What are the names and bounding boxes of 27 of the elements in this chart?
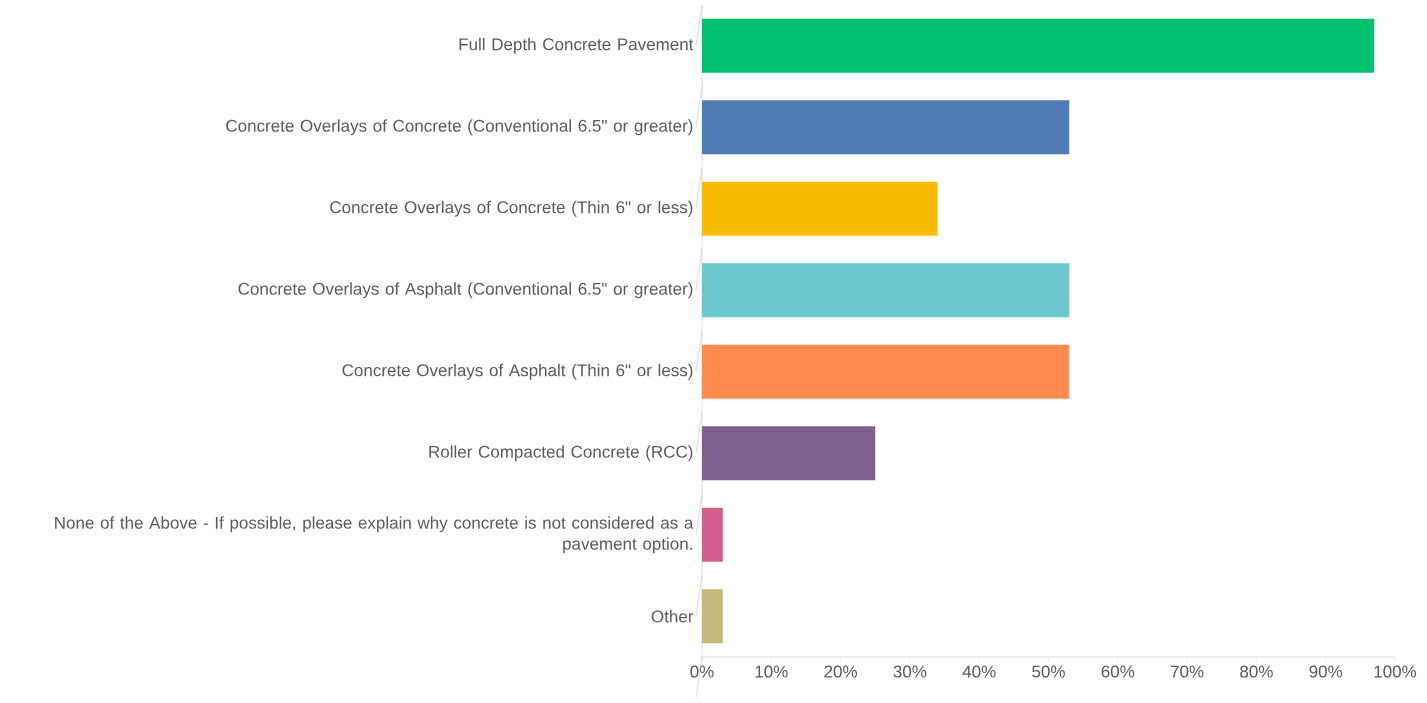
y-tick-label: Concrete Overlays of Concrete (Conventional 6.5" or greater)	[226, 119, 693, 136]
y-tick-label: Roller Compacted Concrete (RCC)	[429, 445, 693, 462]
x-tick-label: 90%	[1309, 665, 1343, 678]
x-tick-label: 100%	[1374, 665, 1417, 678]
bar	[702, 18, 1375, 73]
x-tick-label: 50%	[1032, 665, 1065, 678]
bar	[702, 344, 1070, 399]
x-tick-label: 60%	[1101, 665, 1135, 678]
y-tick-label: None of the Above - If possible, please explain why concrete is not considered as a pavement option.	[55, 516, 694, 554]
x-tick-label: 0%	[690, 665, 714, 678]
bar	[702, 181, 938, 236]
y-tick-label: Other	[651, 610, 694, 623]
bar	[702, 263, 1070, 318]
x-tick-label: 10%	[755, 665, 788, 678]
y-tick-label: Concrete Overlays of Concrete (Thin 6" or less)	[330, 200, 693, 217]
x-tick-label: 80%	[1240, 665, 1273, 678]
bar	[702, 100, 1070, 155]
x-tick-label: 30%	[893, 665, 927, 678]
x-tick-label: 40%	[962, 665, 996, 678]
bar	[702, 589, 723, 644]
bar	[702, 507, 723, 562]
x-tick-label: 20%	[824, 665, 857, 678]
bar	[702, 426, 876, 481]
y-tick-label: Concrete Overlays of Asphalt (Thin 6" or less)	[342, 363, 693, 380]
y-tick-label: Full Depth Concrete Pavement	[459, 37, 694, 54]
x-tick-label: 70%	[1170, 665, 1204, 678]
y-tick-label: Concrete Overlays of Asphalt (Conventional 6.5" or greater)	[238, 282, 693, 299]
